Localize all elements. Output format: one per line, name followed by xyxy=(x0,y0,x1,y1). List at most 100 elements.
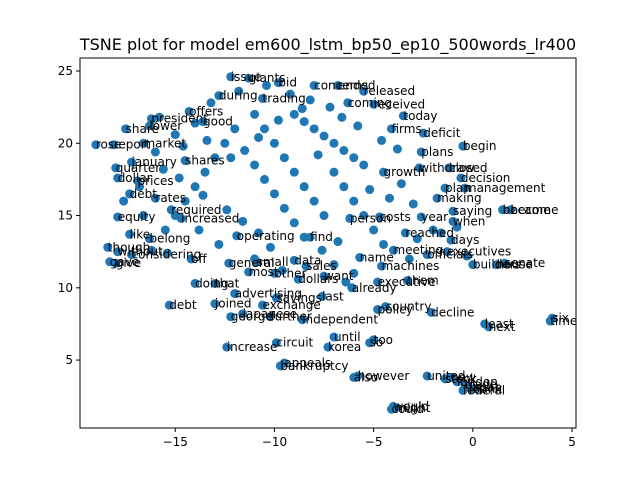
scatter-point xyxy=(258,300,268,310)
scatter-point xyxy=(408,199,418,209)
scatter-point xyxy=(273,115,283,125)
point-label: name xyxy=(360,250,394,264)
scatter-point xyxy=(279,358,289,368)
scatter-point xyxy=(186,254,196,264)
scatter-point xyxy=(258,93,268,103)
point-label: already xyxy=(352,281,397,295)
point-label: off xyxy=(191,252,207,266)
scatter-point xyxy=(299,117,309,127)
point-label: considering xyxy=(132,248,202,262)
scatter-point xyxy=(359,211,369,221)
point-label: senate xyxy=(505,256,546,270)
scatter-point xyxy=(206,98,216,108)
scatter-point xyxy=(426,307,436,317)
scatter-point xyxy=(400,228,410,238)
scatter-point xyxy=(166,205,176,215)
point-label: stock xyxy=(445,372,477,386)
point-label: data xyxy=(294,253,321,267)
x-tick-label: −10 xyxy=(262,435,287,449)
point-label: machines xyxy=(382,259,440,273)
scatter-point xyxy=(214,239,224,249)
scatter-point xyxy=(150,147,160,157)
scatter-point xyxy=(444,163,454,173)
scatter-point xyxy=(202,135,212,145)
scatter-point xyxy=(198,190,208,200)
point-label: prices xyxy=(138,174,174,188)
scatter-point xyxy=(323,342,333,352)
point-label: that xyxy=(215,276,240,290)
scatter-point xyxy=(113,212,123,222)
scatter-point xyxy=(388,245,398,255)
scatter-point xyxy=(180,156,190,166)
point-label: today xyxy=(403,109,437,123)
point-label: quarter xyxy=(116,161,161,175)
point-label: london xyxy=(457,375,498,389)
scatter-point xyxy=(309,80,319,90)
scatter-point xyxy=(200,167,210,177)
scatter-point xyxy=(347,283,357,293)
scatter-point xyxy=(369,225,379,235)
scatter-point xyxy=(265,242,275,252)
point-label: might xyxy=(395,401,430,415)
scatter-point xyxy=(381,302,391,312)
point-label: days xyxy=(451,233,479,247)
scatter-point xyxy=(234,86,244,96)
point-label: rose xyxy=(96,138,122,152)
scatter-point xyxy=(127,250,137,260)
point-label: reached xyxy=(405,226,454,240)
scatter-point xyxy=(222,205,232,215)
point-label: lower xyxy=(149,119,182,133)
scatter-point xyxy=(125,229,135,239)
scatter-point xyxy=(379,239,389,249)
point-label: decision xyxy=(461,171,510,185)
scatter-point xyxy=(319,271,329,281)
x-tick-label: −5 xyxy=(365,435,383,449)
scatter-point xyxy=(230,289,240,299)
scatter-point xyxy=(448,216,458,226)
scatter-point xyxy=(210,153,220,163)
scatter-point xyxy=(162,248,172,258)
scatter-point xyxy=(146,245,156,255)
point-label: become xyxy=(511,203,559,217)
point-label: advertising xyxy=(235,287,302,301)
scatter-point xyxy=(91,140,101,150)
scatter-point xyxy=(160,225,170,235)
point-label: equity xyxy=(118,210,156,224)
scatter-point xyxy=(184,106,194,116)
point-label: least xyxy=(485,317,514,331)
point-label: person xyxy=(350,211,391,225)
scatter-point xyxy=(214,91,224,101)
point-label: increased xyxy=(181,211,239,225)
scatter-point xyxy=(150,193,160,203)
scatter-point xyxy=(422,250,432,260)
scatter-point xyxy=(238,216,248,226)
scatter-point xyxy=(349,268,359,278)
point-label: without xyxy=(118,245,163,259)
point-label: also xyxy=(354,370,378,384)
scatter-point xyxy=(325,102,335,112)
point-label: giants xyxy=(249,71,286,85)
scatter-point xyxy=(319,211,329,221)
scatter-point xyxy=(448,206,458,216)
y-axis: 5 10 15 20 25 xyxy=(58,64,80,367)
scatter-point xyxy=(432,193,442,203)
point-label: when xyxy=(453,214,485,228)
scatter-point xyxy=(271,338,281,348)
scatter-point xyxy=(222,342,232,352)
point-label: bank xyxy=(473,382,503,396)
point-label: small xyxy=(257,255,289,269)
scatter-point xyxy=(460,183,470,193)
scatter-point xyxy=(210,278,220,288)
point-label: like xyxy=(130,227,151,241)
scatter-point xyxy=(484,322,494,332)
scatter-point xyxy=(412,234,422,244)
scatter-point xyxy=(158,164,168,174)
scatter-point xyxy=(289,218,299,228)
scatter-point xyxy=(170,130,180,140)
point-label: would xyxy=(393,399,429,413)
scatter-point xyxy=(226,312,236,322)
point-label: operating xyxy=(237,229,295,243)
scatter-point xyxy=(436,228,446,238)
scatter-point xyxy=(121,124,131,134)
scatter-point xyxy=(392,144,402,154)
